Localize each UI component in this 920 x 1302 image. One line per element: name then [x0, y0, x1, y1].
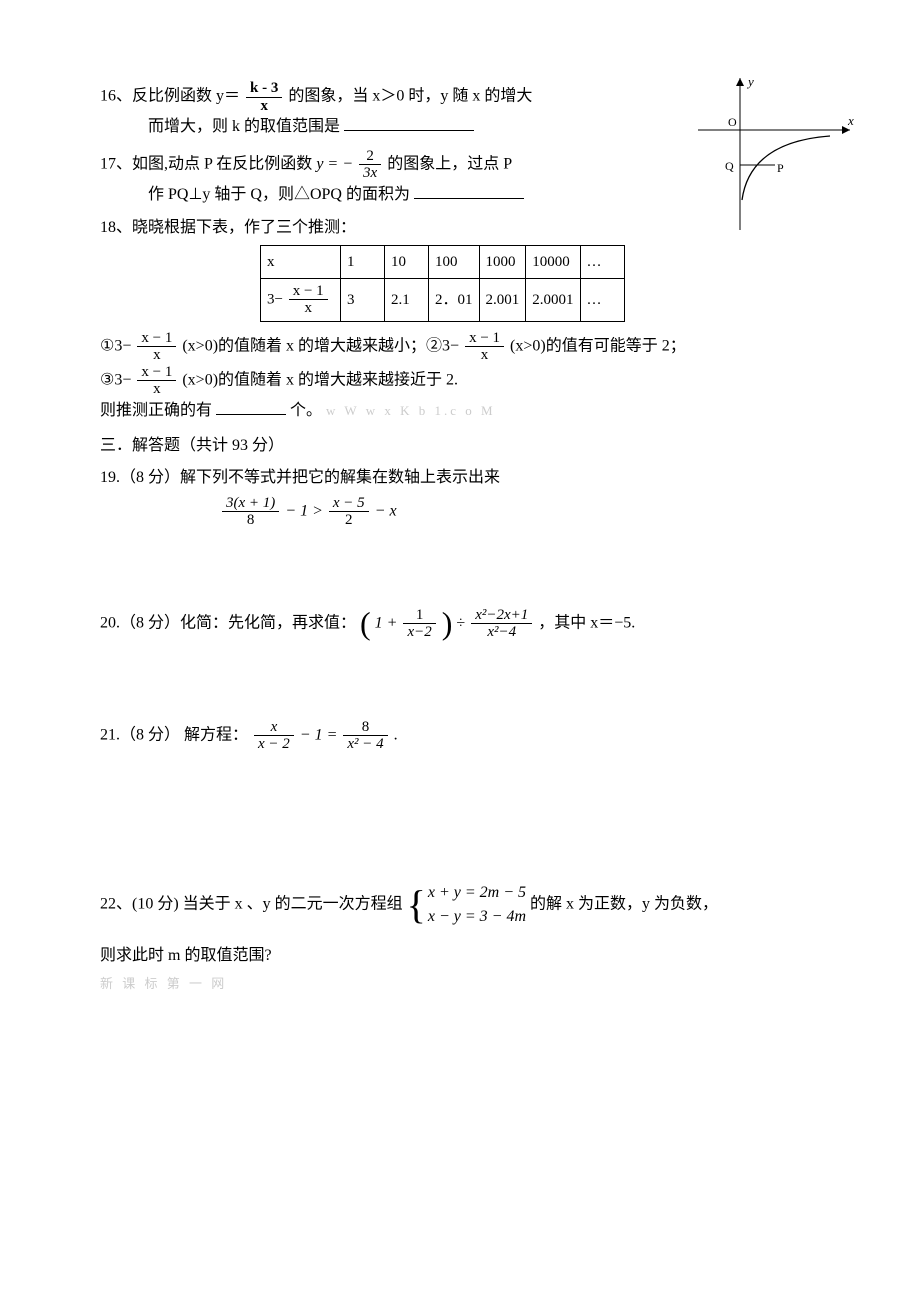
watermark-text-2: 新 课 标 第 一 网 [100, 974, 820, 995]
q20-title: 20.（8 分）化简：先化简，再求值： [100, 614, 356, 631]
table-row: 3− x − 1 x 3 2.1 2．01 2.001 2.0001 … [261, 278, 625, 321]
q22-title-a: 22、(10 分) 当关于 x 、y 的二元一次方程组 [100, 895, 403, 912]
q17-text-a: 17、如图,动点 P 在反比例函数 [100, 155, 316, 172]
watermark-text: w W w x K b 1.c o M [326, 403, 496, 418]
question-18: 18、晓晓根据下表，作了三个推测： x 1 10 100 1000 10000 … [100, 215, 820, 423]
q17-blank [414, 198, 524, 199]
section-3-heading: 三．解答题（共计 93 分） [100, 433, 820, 459]
question-22: 22、(10 分) 当关于 x 、y 的二元一次方程组 { x + y = 2m… [100, 881, 820, 995]
q17-fraction: 2 3x [359, 148, 381, 182]
q19-equation: 3(x + 1)8 − 1 > x − 52 − x [220, 495, 820, 529]
table-row: x 1 10 100 1000 10000 … [261, 245, 625, 278]
q16-fraction: k - 3 x [246, 80, 282, 114]
q22-line2: 则求此时 m 的取值范围? [100, 943, 820, 969]
q20-tail: ，其中 x＝−5. [538, 614, 635, 631]
q18-intro: 18、晓晓根据下表，作了三个推测： [100, 215, 820, 241]
q18-conclude: 则推测正确的有 个。 w W w x K b 1.c o M [100, 398, 820, 424]
q18-table: x 1 10 100 1000 10000 … 3− x − 1 x 3 2.1… [260, 245, 625, 322]
q18-blank [216, 414, 286, 415]
q22-title-b: 的解 x 为正数，y 为负数， [530, 895, 718, 912]
q16-blank [344, 130, 474, 131]
q17-text-b: 的图象上，过点 P [387, 155, 512, 172]
question-16: y x O Q P 16、反比例函数 y＝ k - 3 x 的图象，当 x＞0 … [100, 80, 820, 140]
q17-eq: y = − [316, 155, 353, 172]
axis-y-label: y [746, 74, 754, 89]
q19-title: 19.（8 分）解下列不等式并把它的解集在数轴上表示出来 [100, 465, 820, 491]
q16-text-a: 16、反比例函数 y＝ [100, 88, 240, 105]
question-17: 17、如图,动点 P 在反比例函数 y = − 2 3x 的图象上，过点 P 作… [100, 148, 820, 208]
q17-text-c: 作 PQ⊥y 轴于 Q，则△OPQ 的面积为 [148, 186, 410, 203]
q18-stmt-3: ③3− x − 1x (x>0)的值随着 x 的增大越来越接近于 2. [100, 364, 820, 398]
q18-stmt-1-2: ①3− x − 1x (x>0)的值随着 x 的增大越来越小；②3− x − 1… [100, 330, 820, 364]
q16-text-b: 的图象，当 x＞0 时，y 随 x 的增大 [288, 88, 532, 105]
q21-title: 21.（8 分） 解方程： [100, 726, 248, 743]
question-20: 20.（8 分）化简：先化简，再求值： ( 1 + 1x−2 ) ÷ x²−2x… [100, 607, 820, 641]
question-21: 21.（8 分） 解方程： xx − 2 − 1 = 8x² − 4 . [100, 719, 820, 753]
axis-x-label: x [847, 113, 854, 128]
q16-text-c: 而增大，则 k 的取值范围是 [148, 118, 340, 135]
origin-label: O [728, 115, 737, 129]
question-19: 19.（8 分）解下列不等式并把它的解集在数轴上表示出来 3(x + 1)8 −… [100, 465, 820, 529]
